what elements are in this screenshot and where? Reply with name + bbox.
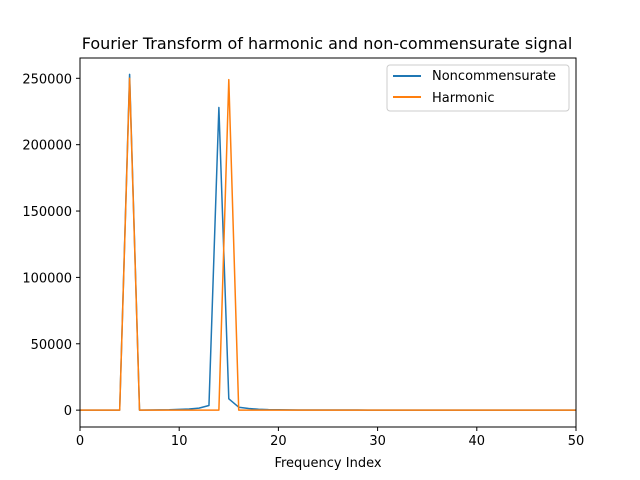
x-tick-label: 0	[76, 434, 84, 449]
legend: Noncommensurate Harmonic	[386, 64, 570, 112]
chart-title: Fourier Transform of harmonic and non-co…	[82, 34, 573, 53]
y-axis: 0 50000 100000 150000 200000 250000	[22, 72, 80, 419]
x-tick-label: 40	[469, 434, 486, 449]
plot-frame	[79, 57, 577, 428]
y-tick-label: 150000	[22, 205, 72, 220]
series-line-noncommensurate	[80, 73, 576, 411]
x-tick-label: 10	[171, 434, 188, 449]
y-tick-label: 50000	[31, 338, 72, 353]
legend-label-harmonic: Harmonic	[432, 91, 494, 106]
x-axis: 0 10 20 30 40 50	[76, 427, 584, 449]
legend-box	[386, 64, 570, 112]
y-tick-label: 0	[64, 404, 72, 419]
x-axis-label: Frequency Index	[274, 456, 381, 471]
y-tick-label: 200000	[22, 139, 72, 154]
series-layer	[80, 73, 576, 411]
series-line-harmonic	[80, 77, 576, 411]
y-tick-label: 250000	[22, 72, 72, 87]
y-tick-label: 100000	[22, 271, 72, 286]
x-tick-label: 50	[568, 434, 585, 449]
plot-area	[79, 57, 577, 428]
x-tick-label: 30	[369, 434, 386, 449]
legend-label-noncommensurate: Noncommensurate	[432, 69, 556, 84]
x-tick-label: 20	[270, 434, 287, 449]
